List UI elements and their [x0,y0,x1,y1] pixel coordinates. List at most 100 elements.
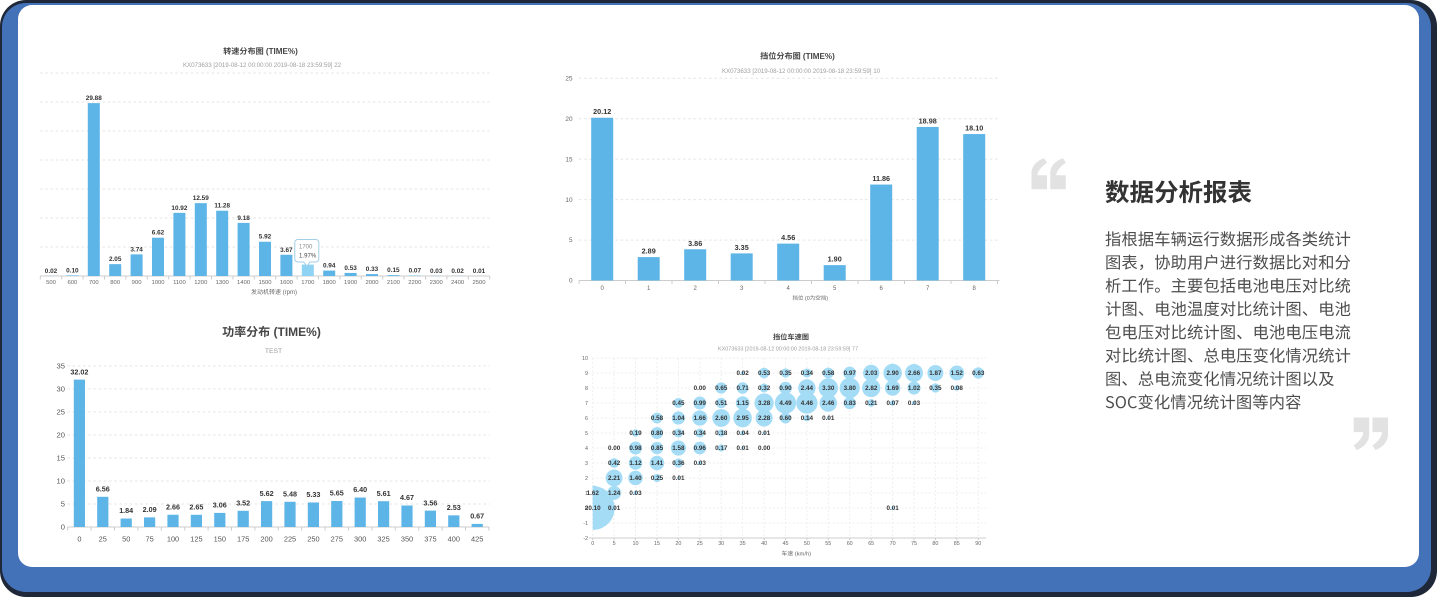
svg-text:0.15: 0.15 [387,267,400,274]
svg-text:15: 15 [654,541,660,547]
svg-text:225: 225 [284,534,296,543]
svg-text:30: 30 [718,541,724,547]
svg-text:20.10: 20.10 [585,505,601,512]
svg-text:35: 35 [57,362,65,371]
svg-text:1200: 1200 [194,280,208,286]
svg-text:1.58: 1.58 [672,445,685,452]
svg-text:1: 1 [585,491,588,497]
svg-text:TEST: TEST [265,348,282,355]
svg-text:4.67: 4.67 [400,493,414,502]
svg-text:0.14: 0.14 [801,415,814,422]
svg-text:600: 600 [67,280,78,286]
svg-text:5: 5 [569,237,573,244]
svg-text:70: 70 [890,541,896,547]
svg-text:10: 10 [57,477,65,486]
svg-text:3.80: 3.80 [844,385,857,392]
svg-text:0.94: 0.94 [323,263,336,270]
svg-text:): ) [826,296,828,302]
svg-text:2.46: 2.46 [822,400,835,407]
svg-text:0.00: 0.00 [758,445,771,452]
svg-text:75: 75 [911,541,917,547]
svg-text:7: 7 [926,286,930,292]
svg-text:900: 900 [132,280,143,286]
svg-text:2300: 2300 [430,280,444,286]
svg-text:0.01: 0.01 [672,475,685,482]
svg-text:0.34: 0.34 [801,370,814,377]
svg-text:0.08: 0.08 [951,385,964,392]
svg-text:1.90: 1.90 [828,255,842,264]
svg-text:3.28: 3.28 [758,400,771,407]
svg-text:60: 60 [847,541,853,547]
svg-text:1.04: 1.04 [672,415,685,422]
svg-text:20: 20 [675,541,681,547]
svg-text:3.74: 3.74 [130,246,143,253]
svg-text:0.97: 0.97 [844,370,857,377]
svg-text:0.53: 0.53 [344,265,357,272]
svg-text:325: 325 [377,534,389,543]
svg-text:0.96: 0.96 [694,445,707,452]
svg-text:7: 7 [585,401,588,407]
svg-text:KX073633 [2019-08-12 00:00:00: KX073633 [2019-08-12 00:00:00 2019-08-18… [183,62,342,69]
svg-text:1.12: 1.12 [629,460,642,467]
svg-text:0.67: 0.67 [470,512,484,521]
svg-text:11.86: 11.86 [872,174,890,183]
svg-text:0.17: 0.17 [715,445,728,452]
svg-text:0.04: 0.04 [736,430,749,437]
svg-text:0.00: 0.00 [608,445,621,452]
svg-text:65: 65 [868,541,874,547]
svg-text:(km/h): (km/h) [795,551,811,557]
svg-text:2.90: 2.90 [886,370,899,377]
svg-text:40: 40 [761,541,767,547]
svg-text:10: 10 [633,541,639,547]
svg-text:150: 150 [214,534,226,543]
svg-text:0: 0 [591,541,594,547]
svg-text:10: 10 [582,356,588,362]
svg-text:4.49: 4.49 [779,400,792,407]
svg-text:0.85: 0.85 [651,445,664,452]
svg-text:0.03: 0.03 [908,400,921,407]
svg-text:6.62: 6.62 [152,230,165,237]
svg-text:0: 0 [601,286,605,292]
svg-text:12.59: 12.59 [193,195,209,202]
svg-text:2000: 2000 [365,280,379,286]
svg-text:0.90: 0.90 [779,385,792,392]
svg-text:4: 4 [787,286,791,292]
svg-text:KX073633 [2019-08-12 00:00:00: KX073633 [2019-08-12 00:00:00 2019-08-18… [722,68,881,75]
svg-text:3: 3 [740,286,744,292]
svg-text:0.98: 0.98 [629,445,642,452]
svg-text:KX073633 [2019-08-12 00:00:00: KX073633 [2019-08-12 00:00:00 2019-08-18… [718,347,858,353]
svg-text:2.66: 2.66 [166,503,180,512]
svg-text:0.07: 0.07 [409,268,422,275]
svg-text:2.44: 2.44 [801,385,814,392]
svg-text:9: 9 [585,371,588,377]
svg-text:0.01: 0.01 [822,415,835,422]
svg-text:125: 125 [190,534,202,543]
svg-text:5: 5 [61,500,65,509]
svg-text:5: 5 [613,541,616,547]
svg-text:9.18: 9.18 [237,215,250,222]
svg-text:0.42: 0.42 [608,460,621,467]
svg-text:6: 6 [585,416,588,422]
svg-text:700: 700 [89,280,100,286]
svg-text:1.41: 1.41 [651,460,664,467]
svg-text:375: 375 [424,534,436,543]
svg-text:2.03: 2.03 [865,370,878,377]
svg-text:250: 250 [307,534,319,543]
svg-text:1700: 1700 [301,280,315,286]
svg-text:0.03: 0.03 [430,268,443,275]
svg-text:8: 8 [973,286,977,292]
svg-text:0.01: 0.01 [886,505,899,512]
svg-text:3.35: 3.35 [735,243,749,252]
svg-text:2.82: 2.82 [865,385,878,392]
svg-text:0.34: 0.34 [672,430,685,437]
svg-text:-1: -1 [583,521,588,527]
svg-text:1900: 1900 [344,280,358,286]
svg-text:0.01: 0.01 [758,430,771,437]
svg-text:1.84: 1.84 [119,506,133,515]
svg-text:3.56: 3.56 [423,498,437,507]
svg-text:0: 0 [569,278,573,285]
svg-text:(rpm): (rpm) [283,290,297,296]
svg-text:1600: 1600 [280,280,294,286]
svg-text:0.01: 0.01 [608,505,621,512]
svg-text:2.95: 2.95 [736,415,749,422]
